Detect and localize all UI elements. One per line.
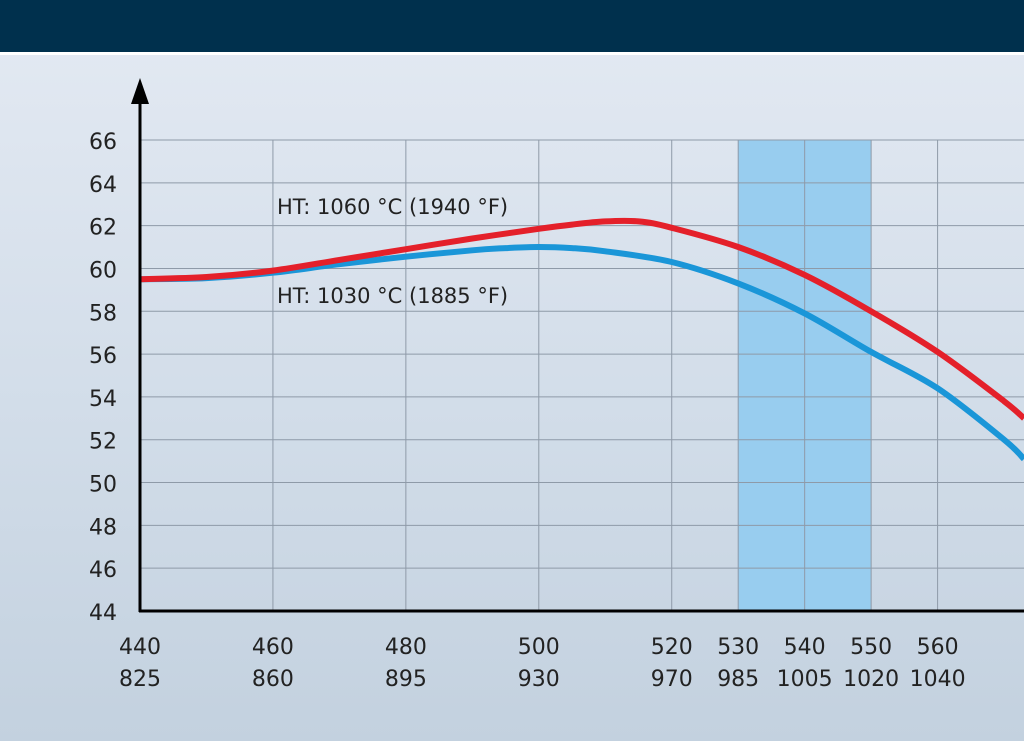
x-tick-label-560: 560 [917, 635, 959, 660]
y-tick-label-44: 44 [89, 601, 117, 626]
grid-layer [140, 139, 1024, 611]
x-tick-label2-530: 985 [717, 667, 759, 692]
y-tick-label-60: 60 [89, 258, 117, 283]
tick-label-layer: 44 46 48 50 52 54 56 58 60 62 64 66 440 825 460 860 480 8… [89, 130, 966, 692]
x-tick-label-550: 550 [850, 635, 892, 660]
series-label-1: HT: 1030 °C (1885 °F) [277, 284, 508, 308]
x-tick-label2-550: 1020 [843, 667, 899, 692]
x-tick-label2-480: 895 [385, 667, 427, 692]
series-line-1 [139, 244, 1024, 462]
series-label-0: HT: 1060 °C (1940 °F) [277, 195, 508, 219]
x-tick-label-500: 500 [518, 635, 560, 660]
header-rule [0, 52, 1024, 55]
y-axis-arrow [131, 78, 149, 104]
y-tick-label-46: 46 [89, 558, 117, 583]
y-tick-label-58: 58 [89, 301, 117, 326]
y-tick-label-50: 50 [89, 473, 117, 498]
x-tick-label-540: 540 [784, 635, 826, 660]
x-tick-label2-540: 1005 [777, 667, 833, 692]
axis-layer [131, 78, 1024, 613]
y-tick-label-56: 56 [89, 344, 117, 369]
y-tick-label-54: 54 [89, 387, 117, 412]
x-tick-label-480: 480 [385, 635, 427, 660]
x-tick-label2-560: 1040 [910, 667, 966, 692]
x-tick-label2-520: 970 [651, 667, 693, 692]
x-tick-label-520: 520 [651, 635, 693, 660]
y-tick-label-64: 64 [89, 173, 117, 198]
y-tick-label-48: 48 [89, 515, 117, 540]
series-layer [139, 217, 1024, 462]
y-tick-label-66: 66 [89, 130, 117, 155]
x-tick-label-530: 530 [717, 635, 759, 660]
x-tick-label-440: 440 [119, 635, 161, 660]
x-tick-label2-460: 860 [252, 667, 294, 692]
series-line-0 [139, 217, 1024, 421]
y-tick-label-62: 62 [89, 216, 117, 241]
x-tick-label2-500: 930 [518, 667, 560, 692]
header-bar [0, 0, 1024, 52]
x-tick-label2-440: 825 [119, 667, 161, 692]
series-label-layer: HT: 1060 °C (1940 °F) HT: 1030 °C (1885 °… [277, 195, 508, 308]
y-tick-label-52: 52 [89, 430, 117, 455]
x-tick-label-460: 460 [252, 635, 294, 660]
